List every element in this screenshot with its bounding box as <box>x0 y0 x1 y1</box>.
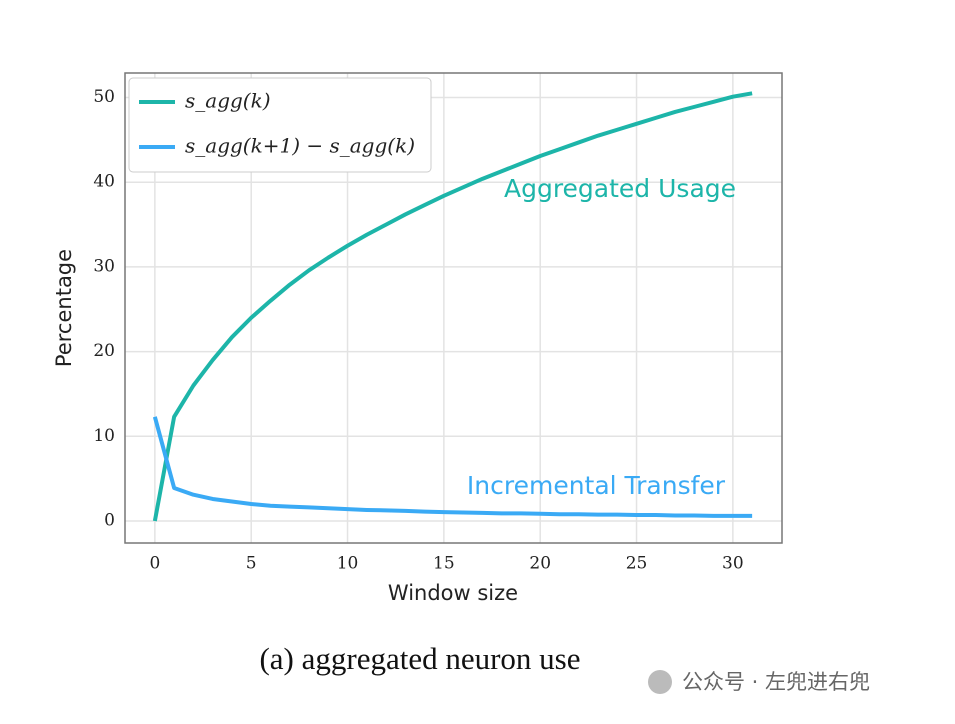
line <box>152 91 753 522</box>
annotation: Aggregated Usage <box>504 174 736 203</box>
y-tick-label: 50 <box>93 87 115 107</box>
legend-box <box>128 77 432 173</box>
x-tick-label: 10 <box>337 554 359 574</box>
plot-frame <box>124 72 783 544</box>
line <box>152 416 753 518</box>
legend-label: s_agg(k+1) − s_agg(k) <box>185 134 415 158</box>
y-tick-label: 40 <box>93 172 115 192</box>
x-tick-label: 0 <box>149 554 160 574</box>
y-axis-label: Percentage <box>52 249 76 367</box>
x-tick-label: 15 <box>433 554 455 574</box>
wechat-icon <box>648 670 672 694</box>
x-tick-label: 20 <box>529 554 551 574</box>
x-tick-label: 5 <box>246 554 257 574</box>
y-tick-label: 30 <box>93 256 115 276</box>
y-tick-label: 0 <box>104 510 115 530</box>
y-tick-label: 20 <box>93 341 115 361</box>
y-tick-label: 10 <box>93 426 115 446</box>
x-tick-label: 30 <box>722 554 744 574</box>
caption: (a) aggregated neuron use <box>259 641 580 676</box>
x-tick-label: 25 <box>626 554 648 574</box>
legend-label: s_agg(k) <box>185 89 271 113</box>
watermark: 公众号 · 左兜进右兜 <box>682 670 870 694</box>
annotation: Incremental Transfer <box>467 471 726 500</box>
x-axis-label: Window size <box>388 581 518 605</box>
